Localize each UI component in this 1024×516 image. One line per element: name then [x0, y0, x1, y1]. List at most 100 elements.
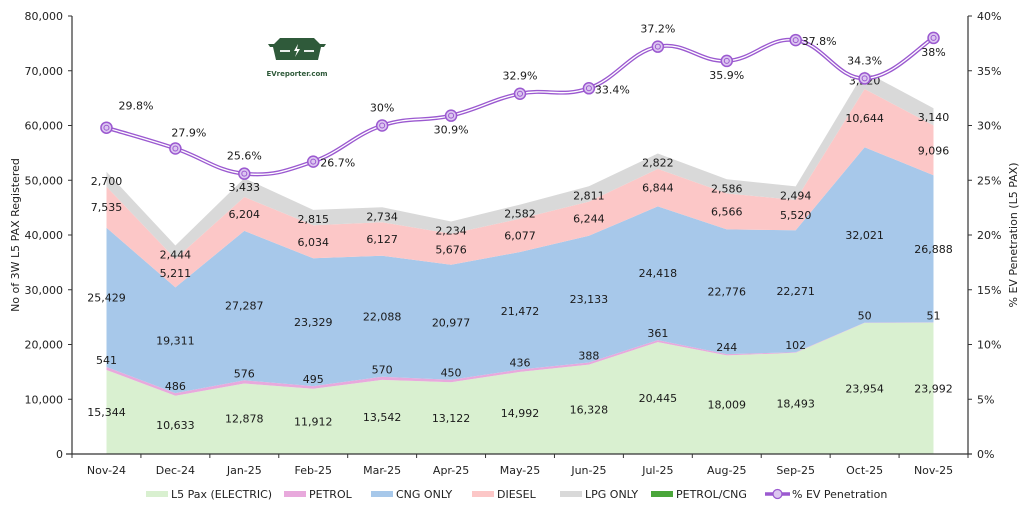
legend-swatch — [651, 491, 673, 497]
data-label: 18,493 — [776, 397, 815, 410]
y2-tick-label: 35% — [977, 65, 1001, 78]
y-tick-label: 70,000 — [25, 65, 64, 78]
left-axis-title: No of 3W L5 PAX Registered — [9, 158, 22, 312]
legend-label: DIESEL — [497, 488, 537, 501]
area-lpg-only — [106, 71, 934, 259]
data-label: 12,878 — [225, 413, 264, 426]
data-label: 244 — [716, 341, 737, 354]
data-label: 10,633 — [156, 419, 195, 432]
line-data-label: 27.9% — [171, 126, 206, 139]
line-point-inner — [172, 145, 179, 152]
x-tick-label: May-25 — [500, 464, 541, 477]
line-data-label: 34.3% — [847, 54, 882, 67]
line-point-inner — [103, 124, 110, 131]
line-point-inner — [310, 158, 317, 165]
data-label: 27,287 — [225, 300, 264, 313]
line-point-inner — [585, 85, 592, 92]
legend-swatch — [560, 491, 582, 497]
data-label: 5,211 — [160, 267, 192, 280]
data-label: 14,992 — [501, 407, 540, 420]
line-point-inner — [654, 43, 661, 50]
y-tick-label: 20,000 — [25, 339, 64, 352]
line-point — [582, 82, 596, 95]
y-tick-label: 40,000 — [25, 229, 64, 242]
area-cng-only — [106, 147, 934, 394]
data-label: 495 — [303, 373, 324, 386]
data-label: 13,122 — [432, 412, 471, 425]
legend-label: CNG ONLY — [396, 488, 452, 501]
x-tick-label: Mar-25 — [363, 464, 401, 477]
y2-tick-label: 5% — [977, 393, 994, 406]
data-label: 13,542 — [363, 411, 402, 424]
line-point — [513, 87, 527, 100]
line-point — [858, 72, 871, 85]
y2-tick-label: 40% — [977, 10, 1001, 23]
logo-text: EVreporter.com — [266, 70, 327, 78]
data-label: 6,566 — [711, 205, 743, 218]
y-tick-label: 30,000 — [25, 284, 64, 297]
stacked-areas — [106, 71, 934, 454]
line-data-label: 38% — [921, 46, 945, 59]
y-tick-label: 50,000 — [25, 174, 64, 187]
data-label: 26,888 — [914, 243, 953, 256]
legend-label: % EV Penetration — [792, 488, 887, 501]
data-label: 11,912 — [294, 415, 333, 428]
line-point-inner — [930, 34, 937, 41]
data-label: 436 — [510, 357, 531, 370]
data-label: 23,992 — [914, 382, 953, 395]
line-data-label: 25.6% — [227, 150, 262, 163]
line-point-inner — [861, 75, 868, 82]
data-label: 486 — [165, 380, 186, 393]
data-label: 23,329 — [294, 316, 333, 329]
line-point — [651, 40, 665, 53]
data-label: 15,344 — [87, 406, 126, 419]
y-tick-label: 0 — [56, 448, 63, 461]
x-tick-label: Dec-24 — [156, 464, 195, 477]
line-point — [306, 155, 320, 168]
data-label: 25,429 — [87, 291, 126, 304]
data-label: 6,127 — [366, 233, 398, 246]
legend-swatch — [146, 491, 168, 497]
data-label: 2,582 — [504, 208, 536, 221]
x-tick-label: Nov-25 — [914, 464, 953, 477]
data-label: 20,977 — [432, 316, 471, 329]
left-axis-ticks: 0 10,000 20,000 30,000 40,000 50,000 60,000 70,… — [25, 10, 72, 461]
right-axis-title: % EV Penetration (L5 PAX) — [1007, 162, 1020, 307]
data-label: 20,445 — [639, 392, 678, 405]
x-tick-label: Jan-25 — [226, 464, 262, 477]
data-label: 7,535 — [91, 201, 123, 214]
line-point — [375, 119, 389, 132]
legend-label: PETROL/CNG — [676, 488, 747, 501]
line-data-label: 29.8% — [118, 100, 153, 113]
lightning-bolt-icon — [294, 44, 300, 57]
data-label: 6,204 — [229, 208, 261, 221]
data-label: 2,815 — [297, 213, 329, 226]
data-label: 2,822 — [642, 156, 674, 169]
line-point-inner — [448, 112, 455, 119]
line-point — [169, 142, 182, 155]
legend-line-marker — [772, 488, 783, 500]
data-label: 2,234 — [435, 225, 467, 238]
data-label: 32,021 — [845, 229, 884, 242]
legend-swatch — [284, 491, 306, 497]
area-data-labels: 15,344 10,633 12,878 11,912 13,542 13,122 14,9… — [87, 74, 953, 432]
line-point — [238, 167, 251, 180]
y2-tick-label: 0% — [977, 448, 994, 461]
data-label: 5,676 — [435, 243, 467, 256]
x-tick-label: Oct-25 — [846, 464, 883, 477]
data-label: 388 — [578, 349, 599, 362]
data-label: 23,954 — [845, 382, 884, 395]
data-label: 361 — [647, 327, 668, 340]
right-axis-ticks: 0% 5% 10% 15% 20% 25% 30% 35% 40% — [968, 10, 1001, 461]
x-tick-label: Apr-25 — [433, 464, 469, 477]
data-label: 5,520 — [780, 209, 812, 222]
y-tick-label: 80,000 — [25, 10, 64, 23]
data-label: 2,444 — [160, 248, 192, 261]
data-label: 18,009 — [708, 399, 747, 412]
data-label: 2,811 — [573, 189, 605, 202]
data-label: 10,644 — [845, 112, 884, 125]
line-point — [444, 109, 458, 122]
data-label: 16,328 — [570, 403, 609, 416]
data-label: 21,472 — [501, 305, 540, 318]
